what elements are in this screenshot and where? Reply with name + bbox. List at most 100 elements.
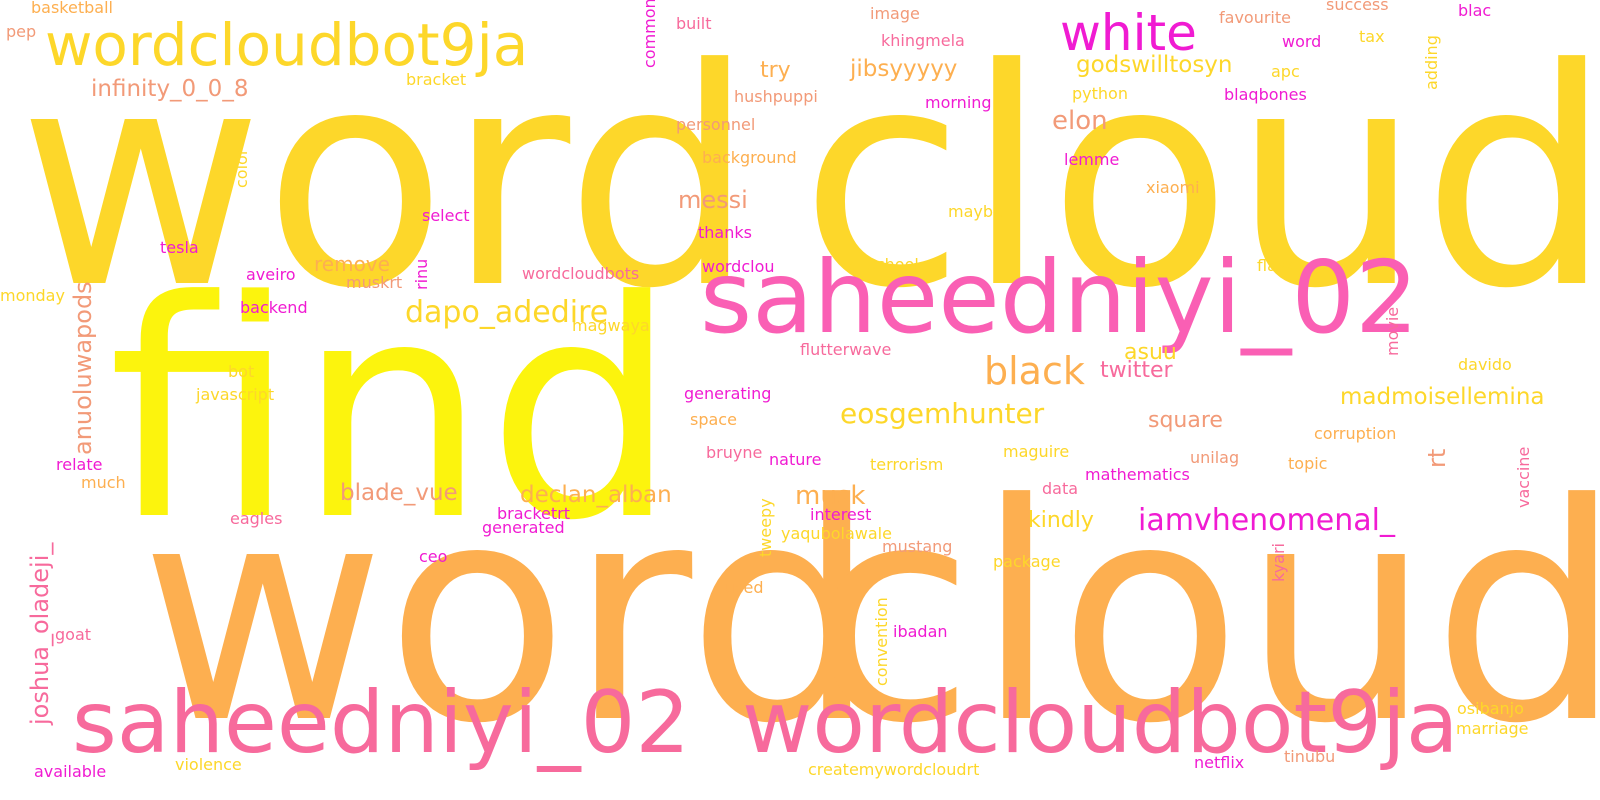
word: nature	[769, 450, 822, 469]
word: khingmela	[881, 31, 965, 50]
word: asuu	[1124, 340, 1177, 365]
word: xiaomi	[1146, 178, 1200, 197]
word: javascript	[196, 385, 275, 404]
word: goat	[55, 625, 92, 644]
word: elon	[1052, 106, 1108, 136]
word: thanks	[698, 223, 752, 242]
word: madmoisellemina	[1340, 384, 1545, 410]
word: bot	[228, 362, 255, 381]
word: relate	[56, 455, 103, 474]
word: altschool	[847, 255, 919, 274]
word: maybe	[948, 202, 1003, 221]
word: black	[984, 349, 1085, 393]
word: ibadan	[893, 622, 948, 641]
word: favourite	[1219, 8, 1291, 27]
word: jibsyyyyy	[850, 56, 958, 82]
word: twitter	[1100, 358, 1173, 383]
word: square	[1148, 408, 1223, 433]
word: saheedniyi_02	[72, 673, 691, 773]
word: color	[232, 148, 251, 188]
word: aveiro	[246, 265, 296, 284]
word: vaccine	[1514, 446, 1533, 508]
word: word	[18, 5, 756, 354]
word: davido	[1458, 355, 1512, 374]
word: dapo_adedire	[405, 295, 609, 330]
word: musk	[795, 481, 866, 511]
word: lemme	[1064, 150, 1120, 169]
word: white	[1060, 4, 1197, 62]
word: magwaya	[572, 316, 650, 335]
word: flask	[1257, 256, 1295, 275]
word: monday	[0, 286, 65, 305]
word: bracket	[406, 70, 467, 89]
word: word	[140, 440, 878, 789]
word: anuoluwapods	[69, 281, 97, 455]
word: rt	[1423, 448, 1451, 468]
word: convention	[872, 597, 891, 686]
word: morning	[925, 93, 992, 112]
word: messi	[678, 186, 748, 214]
word: rinu	[412, 258, 431, 290]
word: wordcloudbot9ja	[742, 673, 1459, 773]
word: tinubu	[1284, 747, 1336, 766]
word: blac	[1458, 1, 1492, 20]
word: find	[108, 237, 678, 586]
word: movie	[1383, 306, 1402, 356]
word: violence	[175, 755, 242, 774]
word: bruyne	[706, 443, 763, 462]
word: declan_alban	[520, 482, 672, 508]
word: cloud	[810, 440, 1600, 789]
word: available	[34, 762, 107, 781]
word: yaqubolawale	[781, 524, 892, 543]
word: built	[676, 14, 712, 33]
word: joshua_oladeji_	[26, 542, 54, 725]
word: eosgemhunter	[840, 397, 1045, 430]
word: wordclou	[702, 257, 775, 276]
word: topic	[1288, 454, 1328, 473]
word: iamvhenomenal_	[1138, 503, 1395, 538]
word: maguire	[1003, 442, 1070, 461]
word: unilag	[1190, 448, 1240, 467]
word: remove	[314, 252, 390, 276]
word: saheedniyi_02	[700, 239, 1419, 356]
word: package	[993, 552, 1061, 571]
word: ceo	[419, 547, 448, 566]
word: muskrt	[346, 273, 403, 292]
word: blaqbones	[1224, 85, 1307, 104]
word: kindly	[1028, 508, 1094, 533]
word: tax	[1359, 27, 1385, 46]
word: bracketrt	[497, 504, 570, 523]
word: apc	[1271, 62, 1300, 81]
word: basketball	[31, 0, 113, 17]
word: word	[1282, 32, 1322, 51]
word: marriage	[1456, 719, 1529, 738]
word: data	[1042, 479, 1079, 498]
word: adding	[1422, 35, 1441, 90]
word: flutterwave	[800, 340, 892, 359]
word: hushpuppi	[734, 87, 818, 106]
word: image	[870, 4, 920, 23]
word: python	[1072, 84, 1128, 103]
word: tweepy	[756, 498, 775, 557]
word: corruption	[1314, 424, 1397, 443]
word: much	[81, 473, 126, 492]
word: select	[422, 206, 470, 225]
word: used	[725, 578, 764, 597]
word: interest	[810, 505, 872, 524]
word: success	[1326, 0, 1389, 14]
word: common	[640, 0, 659, 68]
word: terrorism	[870, 455, 944, 474]
word: try	[760, 58, 791, 83]
word: cloud	[800, 5, 1600, 354]
word: mathematics	[1085, 465, 1190, 484]
word: pep	[6, 22, 37, 41]
word: space	[690, 410, 737, 429]
word: backend	[240, 298, 308, 317]
word: eagles	[230, 509, 283, 528]
word: mustang	[882, 537, 953, 556]
word: generated	[482, 518, 565, 537]
word: netflix	[1194, 753, 1245, 772]
word: blade_vue	[340, 480, 458, 506]
word: tesla	[160, 238, 199, 257]
